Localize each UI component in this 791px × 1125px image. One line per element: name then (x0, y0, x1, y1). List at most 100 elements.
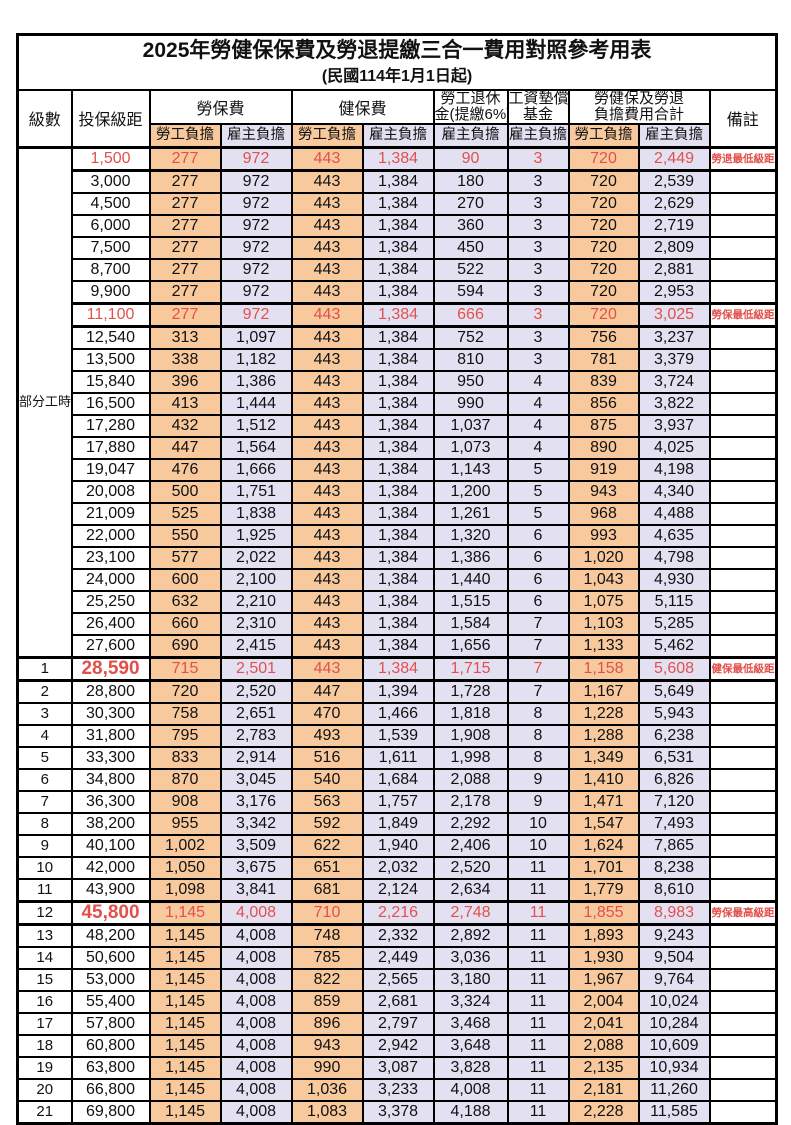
wage-fund-employer-cell: 11 (506, 967, 570, 992)
labor-employer-cell: 4,008 (219, 1055, 293, 1080)
table-row: 20 66,800 1,145 4,008 1,036 3,233 4,008 … (16, 1077, 778, 1102)
total-employee-cell: 756 (567, 325, 640, 350)
table-row: 24,000 600 2,100 443 1,384 1,440 6 1,043… (18, 567, 778, 592)
labor-employer-cell: 2,520 (219, 679, 293, 704)
pension-employer-cell: 1,440 (432, 567, 509, 592)
bracket-cell: 50,600 (70, 945, 151, 970)
total-employee-cell: 1,930 (567, 945, 640, 970)
total-employee-cell: 1,288 (567, 723, 640, 748)
table-row: 20,008 500 1,751 443 1,384 1,200 5 943 4… (18, 479, 778, 504)
total-employer-cell: 2,539 (637, 169, 711, 194)
note-cell (708, 945, 778, 970)
wage-fund-employer-cell: 9 (506, 789, 570, 814)
labor-employer-cell: 1,444 (219, 391, 293, 416)
bracket-cell: 21,009 (70, 501, 151, 526)
pension-employer-cell: 2,292 (432, 811, 509, 836)
note-cell (708, 633, 778, 658)
total-employer-cell: 3,025 (637, 301, 711, 328)
total-employer-cell: 6,238 (637, 723, 711, 748)
health-employee-cell: 443 (290, 191, 364, 216)
total-employee-cell: 1,075 (567, 589, 640, 614)
pension-employer-cell: 270 (432, 191, 509, 216)
pension-employer-cell: 1,320 (432, 523, 509, 548)
page-subtitle: (民國114年1月1日起) (321, 68, 473, 86)
bracket-cell: 11,100 (70, 301, 151, 328)
total-employee-cell: 1,043 (567, 567, 640, 592)
table-row: 5 33,300 833 2,914 516 1,611 1,998 8 1,3… (16, 745, 778, 770)
total-employee-cell: 856 (567, 391, 640, 416)
pension-employer-cell: 1,261 (432, 501, 509, 526)
labor-employer-cell: 1,751 (219, 479, 293, 504)
health-employee-cell: 470 (290, 701, 364, 726)
pension-employer-cell: 3,468 (432, 1011, 509, 1036)
bracket-cell: 6,000 (70, 213, 151, 238)
health-employer-cell: 2,565 (361, 967, 435, 992)
total-employer-cell: 2,809 (637, 235, 711, 260)
pension-employer-cell: 1,143 (432, 457, 509, 482)
wage-fund-employer-cell: 3 (506, 279, 570, 304)
labor-employer-cell: 972 (219, 301, 293, 328)
bracket-cell: 3,000 (70, 169, 151, 194)
health-employer-cell: 1,384 (361, 545, 435, 570)
pension-employer-cell: 1,728 (432, 679, 509, 704)
pension-employer-cell: 666 (432, 301, 509, 328)
bracket-cell: 53,000 (70, 967, 151, 992)
health-employee-cell: 896 (290, 1011, 364, 1036)
total-employer-cell: 9,764 (637, 967, 711, 992)
subheader-total-employer: 雇主負擔 (637, 122, 711, 148)
subheader-health-employer: 雇主負擔 (361, 122, 435, 148)
bracket-cell: 60,800 (70, 1033, 151, 1058)
labor-employee-cell: 1,145 (148, 1011, 222, 1036)
labor-employer-cell: 4,008 (219, 899, 293, 926)
health-employer-cell: 1,384 (361, 301, 435, 328)
health-employee-cell: 443 (290, 633, 364, 658)
bracket-cell: 13,500 (70, 347, 151, 372)
health-employer-cell: 1,384 (361, 169, 435, 194)
bracket-cell: 31,800 (70, 723, 151, 748)
labor-employee-cell: 577 (148, 545, 222, 570)
note-cell (708, 413, 778, 438)
wage-fund-employer-cell: 9 (506, 767, 570, 792)
pension-employer-cell: 1,515 (432, 589, 509, 614)
health-employer-cell: 2,032 (361, 855, 435, 880)
health-employee-cell: 651 (290, 855, 364, 880)
health-employee-cell: 443 (290, 347, 364, 372)
labor-employer-cell: 4,008 (219, 967, 293, 992)
wage-fund-employer-cell: 7 (506, 611, 570, 636)
labor-employee-cell: 277 (148, 191, 222, 216)
total-employee-cell: 720 (567, 279, 640, 304)
labor-employee-cell: 396 (148, 369, 222, 394)
table-row: 27,600 690 2,415 443 1,384 1,656 7 1,133… (18, 633, 778, 658)
note-cell (708, 325, 778, 350)
health-employer-cell: 3,087 (361, 1055, 435, 1080)
labor-employee-cell: 338 (148, 347, 222, 372)
wage-fund-employer-cell: 7 (506, 655, 570, 682)
total-employer-cell: 11,260 (637, 1077, 711, 1102)
bracket-cell: 33,300 (70, 745, 151, 770)
wage-fund-employer-cell: 7 (506, 679, 570, 704)
note-cell (708, 1055, 778, 1080)
col-header-level: 級數 (16, 88, 73, 148)
labor-employer-cell: 1,838 (219, 501, 293, 526)
total-employee-cell: 2,181 (567, 1077, 640, 1102)
labor-employer-cell: 1,182 (219, 347, 293, 372)
total-employer-cell: 10,934 (637, 1055, 711, 1080)
total-employee-cell: 1,410 (567, 767, 640, 792)
table-row: 15,840 396 1,386 443 1,384 950 4 839 3,7… (18, 369, 778, 394)
health-employer-cell: 1,384 (361, 457, 435, 482)
bracket-cell: 9,900 (70, 279, 151, 304)
labor-employee-cell: 632 (148, 589, 222, 614)
table-row: 6,000 277 972 443 1,384 360 3 720 2,719 (18, 213, 778, 238)
labor-employee-cell: 447 (148, 435, 222, 460)
wage-fund-employer-cell: 4 (506, 435, 570, 460)
total-employer-cell: 6,531 (637, 745, 711, 770)
total-employee-cell: 720 (567, 191, 640, 216)
bracket-cell: 42,000 (70, 855, 151, 880)
table-body: 部分工時 1,500 277 972 443 1,384 90 3 720 2,… (16, 145, 778, 1124)
health-employee-cell: 443 (290, 523, 364, 548)
table-row: 19 63,800 1,145 4,008 990 3,087 3,828 11… (16, 1055, 778, 1080)
health-employer-cell: 1,384 (361, 235, 435, 260)
table-row: 8 38,200 955 3,342 592 1,849 2,292 10 1,… (16, 811, 778, 836)
note-cell (708, 923, 778, 948)
pension-employer-cell: 3,828 (432, 1055, 509, 1080)
